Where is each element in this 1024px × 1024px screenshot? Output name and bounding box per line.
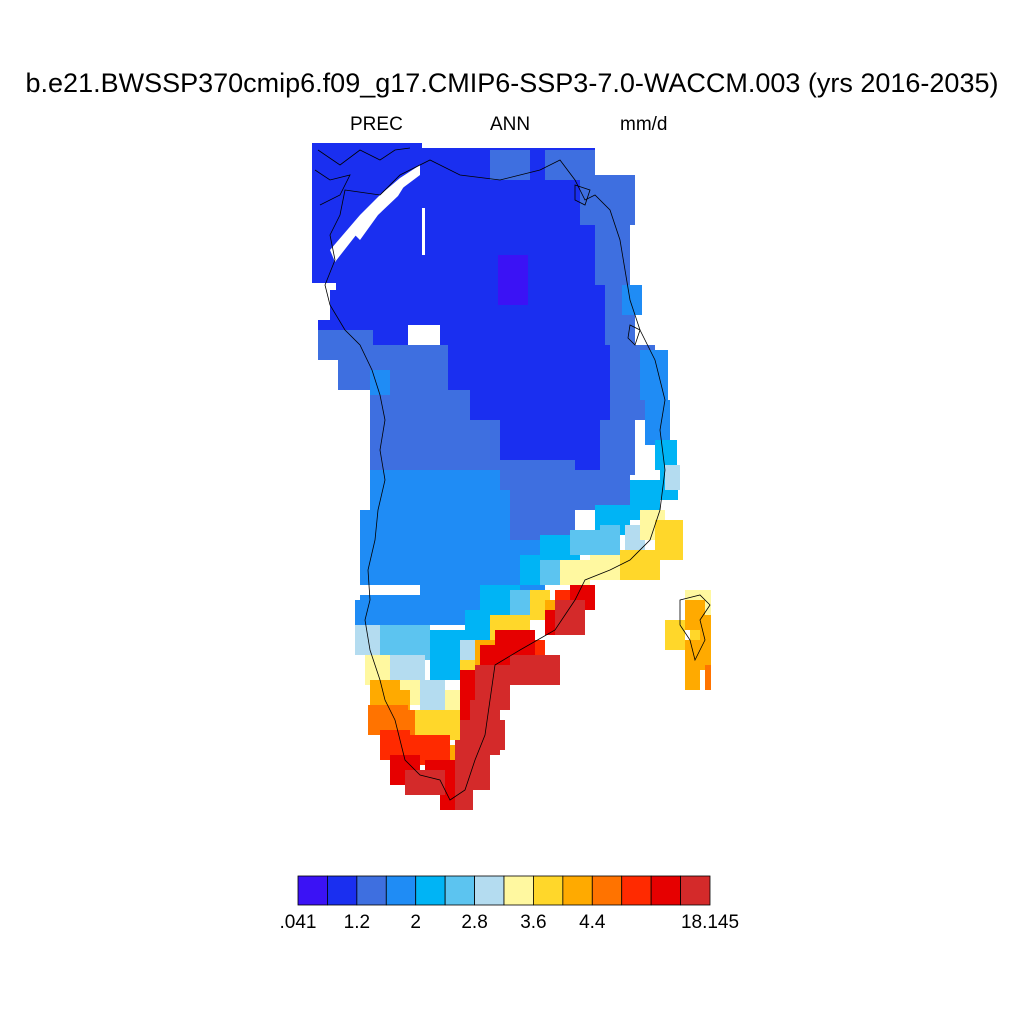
grid-gap xyxy=(355,180,408,240)
map-cell xyxy=(370,370,390,395)
colorbar-label: 2.8 xyxy=(461,912,488,933)
map-cell xyxy=(665,620,685,650)
map-cell xyxy=(600,525,620,555)
map-cell xyxy=(705,665,711,690)
map-cell xyxy=(580,175,635,225)
colorbar-swatch xyxy=(591,875,623,906)
units-label: mm/d xyxy=(620,114,668,135)
colorbar-swatch xyxy=(680,875,711,906)
colorbar-swatch xyxy=(562,875,593,906)
map-cell xyxy=(655,440,677,470)
map-cell xyxy=(430,630,465,680)
map-cell xyxy=(380,625,430,660)
coastline-segment xyxy=(317,147,411,166)
colorbar-swatch xyxy=(327,875,358,906)
colorbar-label: 18.145 xyxy=(680,912,740,933)
map-cell xyxy=(600,420,635,475)
map-cell xyxy=(685,670,700,690)
map-cell xyxy=(570,530,600,555)
map-cell xyxy=(312,143,422,255)
colorbar-swatch xyxy=(444,875,475,906)
map-cell xyxy=(555,600,585,635)
colorbar-swatch xyxy=(474,875,505,906)
map-cell xyxy=(480,720,505,750)
map-cell xyxy=(665,465,680,490)
coastline-segment xyxy=(324,159,666,801)
map-cell xyxy=(405,770,445,795)
coastline-segment xyxy=(314,169,351,206)
colorbar-label: 4.4 xyxy=(579,912,606,933)
map-cell xyxy=(560,560,590,585)
colorbar-label: 3.6 xyxy=(520,912,547,933)
map-cell xyxy=(490,150,530,180)
map-cell xyxy=(355,625,380,655)
colorbar-swatch xyxy=(297,875,328,906)
map-cells xyxy=(312,143,711,810)
map-cell xyxy=(420,680,445,710)
map-cell xyxy=(312,255,336,283)
map-cell xyxy=(622,285,642,315)
season-label: ANN xyxy=(490,114,531,135)
colorbar-swatch xyxy=(533,875,564,906)
map-cell xyxy=(645,400,670,445)
colorbar-label: 2 xyxy=(410,912,421,933)
colorbar xyxy=(297,875,711,906)
map-cell xyxy=(510,655,560,685)
colorbar-label: 1.2 xyxy=(343,912,371,933)
map-cell xyxy=(420,560,480,610)
colorbar-swatch xyxy=(503,875,534,906)
map-cell xyxy=(595,225,630,285)
map-cell xyxy=(360,535,420,585)
colorbar-swatch xyxy=(650,875,681,906)
map-cell xyxy=(706,680,711,690)
map-cell xyxy=(655,520,683,560)
coastline-segment xyxy=(627,324,641,346)
map-cell xyxy=(620,550,660,580)
coastline-segment xyxy=(679,594,711,662)
colorbar-swatch xyxy=(385,875,417,906)
map-cell xyxy=(336,255,606,290)
colorbar-label: .041 xyxy=(279,912,317,933)
plot-title: b.e21.BWSSP370cmip6.f09_g17.CMIP6-SSP3-7… xyxy=(25,68,999,98)
map-cell xyxy=(700,615,711,645)
variable-label: PREC xyxy=(350,114,403,135)
coastline-segment xyxy=(574,184,591,206)
colorbar-swatch xyxy=(415,875,446,906)
map-cell xyxy=(455,780,473,810)
map-cell xyxy=(498,255,528,305)
colorbar-swatch xyxy=(356,875,387,906)
coastline xyxy=(314,147,711,801)
colorbar-swatch xyxy=(621,875,652,906)
map-cell xyxy=(330,290,615,325)
